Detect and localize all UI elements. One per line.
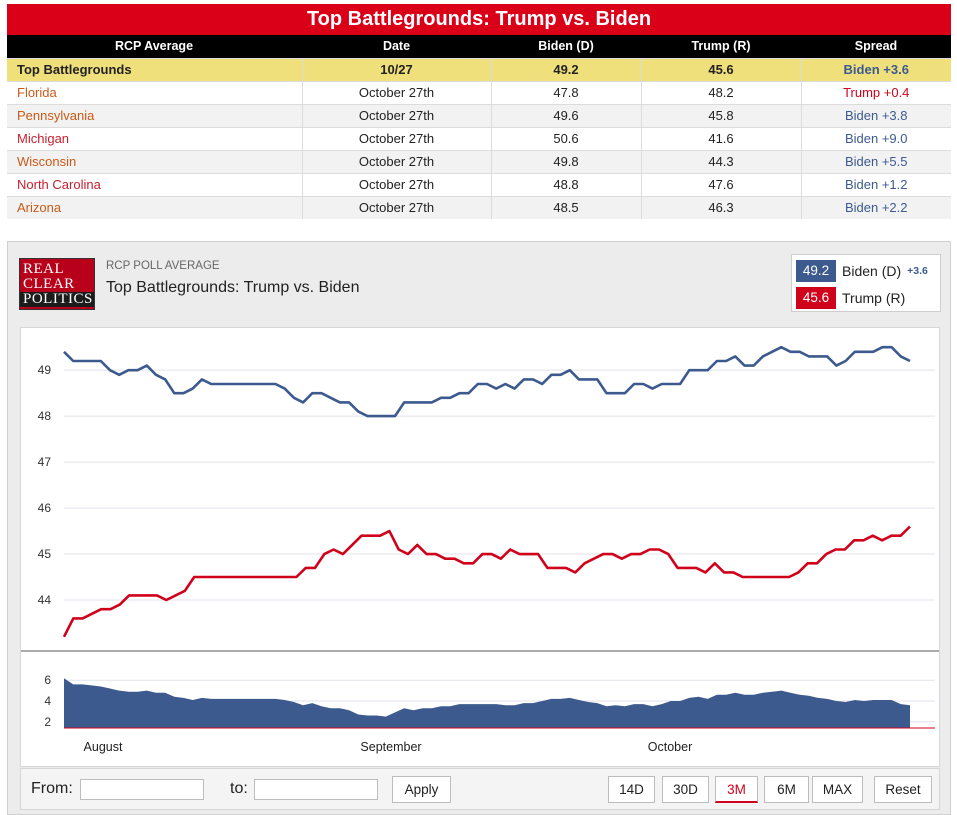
- legend-value-trump: 45.6: [796, 287, 836, 309]
- trump-value: 48.2: [640, 80, 801, 104]
- legend-name-biden: Biden (D): [842, 263, 902, 279]
- y-tick-label: 47: [38, 455, 52, 469]
- from-label: From:: [31, 780, 73, 797]
- state-link-pennsylvania[interactable]: Pennsylvania: [7, 103, 302, 127]
- biden-value: 50.6: [490, 126, 641, 150]
- legend-item-biden[interactable]: 49.2 Biden (D) +3.6: [796, 260, 928, 282]
- x-tick-label: September: [360, 740, 421, 754]
- biden-series-line: [63, 345, 911, 418]
- chart-controls: From: to: Apply 14D 30D 3M 6M MAX Reset: [20, 768, 940, 810]
- spread-y-tick-label: 2: [44, 715, 51, 729]
- spread-value: Biden +3.8: [800, 103, 951, 127]
- spread-value: Trump +0.4: [800, 80, 951, 104]
- table-row: Florida October 27th 47.8 48.2 Trump +0.…: [7, 80, 951, 104]
- rcp-logo: REAL CLEAR POLITICS: [19, 258, 95, 310]
- y-tick-label: 45: [38, 547, 52, 561]
- legend-name-trump: Trump (R): [842, 290, 906, 306]
- spread-value: Biden +1.2: [800, 172, 951, 196]
- legend-value-biden: 49.2: [796, 260, 836, 282]
- table-row: Pennsylvania October 27th 49.6 45.8 Bide…: [7, 103, 951, 127]
- to-label: to:: [230, 780, 248, 797]
- table-row: North Carolina October 27th 48.8 47.6 Bi…: [7, 172, 951, 196]
- spread-value: Biden +5.5: [800, 149, 951, 173]
- average-date: 10/27: [301, 57, 491, 81]
- biden-value: 47.8: [490, 80, 641, 104]
- reset-button[interactable]: Reset: [874, 776, 932, 803]
- page-title: Top Battlegrounds: Trump vs. Biden: [7, 4, 951, 35]
- poll-date: October 27th: [301, 126, 491, 150]
- spread-y-tick-label: 6: [44, 673, 51, 687]
- spread-value: Biden +9.0: [800, 126, 951, 150]
- range-button-14d[interactable]: 14D: [608, 776, 655, 803]
- y-tick-label: 44: [38, 593, 52, 607]
- state-link-florida[interactable]: Florida: [7, 80, 302, 104]
- range-button-6m[interactable]: 6M: [764, 776, 809, 803]
- table-row: Michigan October 27th 50.6 41.6 Biden +9…: [7, 126, 951, 150]
- x-tick-label: October: [648, 740, 692, 754]
- poll-date: October 27th: [301, 149, 491, 173]
- biden-value: 49.6: [490, 103, 641, 127]
- range-button-3m[interactable]: 3M: [715, 776, 758, 803]
- state-link-wisconsin[interactable]: Wisconsin: [7, 149, 302, 173]
- spread-area: [64, 678, 910, 728]
- state-link-michigan[interactable]: Michigan: [7, 126, 302, 150]
- biden-value: 48.8: [490, 172, 641, 196]
- spread-y-tick-label: 4: [44, 694, 51, 708]
- trump-value: 41.6: [640, 126, 801, 150]
- poll-date: October 27th: [301, 80, 491, 104]
- state-link-north-carolina[interactable]: North Carolina: [7, 172, 302, 196]
- col-header-trump: Trump (R): [641, 35, 801, 58]
- poll-average-table: RCP Average Date Biden (D) Trump (R) Spr…: [7, 35, 951, 219]
- trump-value: 45.8: [640, 103, 801, 127]
- average-trump: 45.6: [640, 57, 801, 81]
- table-row: Arizona October 27th 48.5 46.3 Biden +2.…: [7, 195, 951, 219]
- from-date-input[interactable]: [80, 779, 204, 800]
- trump-value: 44.3: [640, 149, 801, 173]
- biden-value: 48.5: [490, 195, 641, 219]
- table-header-row: RCP Average Date Biden (D) Trump (R) Spr…: [7, 35, 951, 58]
- legend-spread-biden: +3.6: [907, 265, 928, 277]
- logo-word-real: REAL: [23, 261, 65, 277]
- y-tick-label: 46: [38, 501, 52, 515]
- poll-date: October 27th: [301, 195, 491, 219]
- trump-value: 47.6: [640, 172, 801, 196]
- widget-title: Top Battlegrounds: Trump vs. Biden: [106, 279, 360, 296]
- average-biden: 49.2: [490, 57, 641, 81]
- table-row-average: Top Battlegrounds 10/27 49.2 45.6 Biden …: [7, 57, 951, 81]
- trump-value: 46.3: [640, 195, 801, 219]
- to-date-input[interactable]: [254, 779, 378, 800]
- poll-average-chart-widget: REAL CLEAR POLITICS RCP POLL AVERAGE Top…: [7, 241, 951, 815]
- range-button-max[interactable]: MAX: [812, 776, 863, 803]
- y-tick-label: 49: [38, 363, 52, 377]
- col-header-rcp-average: RCP Average: [7, 35, 302, 58]
- y-tick-label: 48: [38, 409, 52, 423]
- spread-value: Biden +2.2: [800, 195, 951, 219]
- range-button-30d[interactable]: 30D: [662, 776, 709, 803]
- table-row: Wisconsin October 27th 49.8 44.3 Biden +…: [7, 149, 951, 173]
- trump-series-line: [62, 525, 911, 638]
- col-header-biden: Biden (D): [491, 35, 641, 58]
- chart-legend: 49.2 Biden (D) +3.6 45.6 Trump (R): [791, 254, 941, 312]
- x-tick-label: August: [84, 740, 123, 754]
- chart-plot-area: 44 45 46 47 48 49 2 4 6 August September October: [20, 327, 940, 767]
- average-spread: Biden +3.6: [800, 57, 951, 81]
- legend-item-trump[interactable]: 45.6 Trump (R): [796, 287, 905, 309]
- apply-button[interactable]: Apply: [392, 776, 451, 803]
- state-link-arizona[interactable]: Arizona: [7, 195, 302, 219]
- poll-date: October 27th: [301, 172, 491, 196]
- logo-word-clear: CLEAR: [23, 276, 75, 292]
- col-header-spread: Spread: [801, 35, 951, 58]
- widget-eyebrow: RCP POLL AVERAGE: [106, 260, 220, 272]
- poll-date: October 27th: [301, 103, 491, 127]
- average-label: Top Battlegrounds: [7, 57, 302, 81]
- logo-word-politics: POLITICS: [20, 292, 94, 307]
- col-header-date: Date: [302, 35, 491, 58]
- biden-value: 49.8: [490, 149, 641, 173]
